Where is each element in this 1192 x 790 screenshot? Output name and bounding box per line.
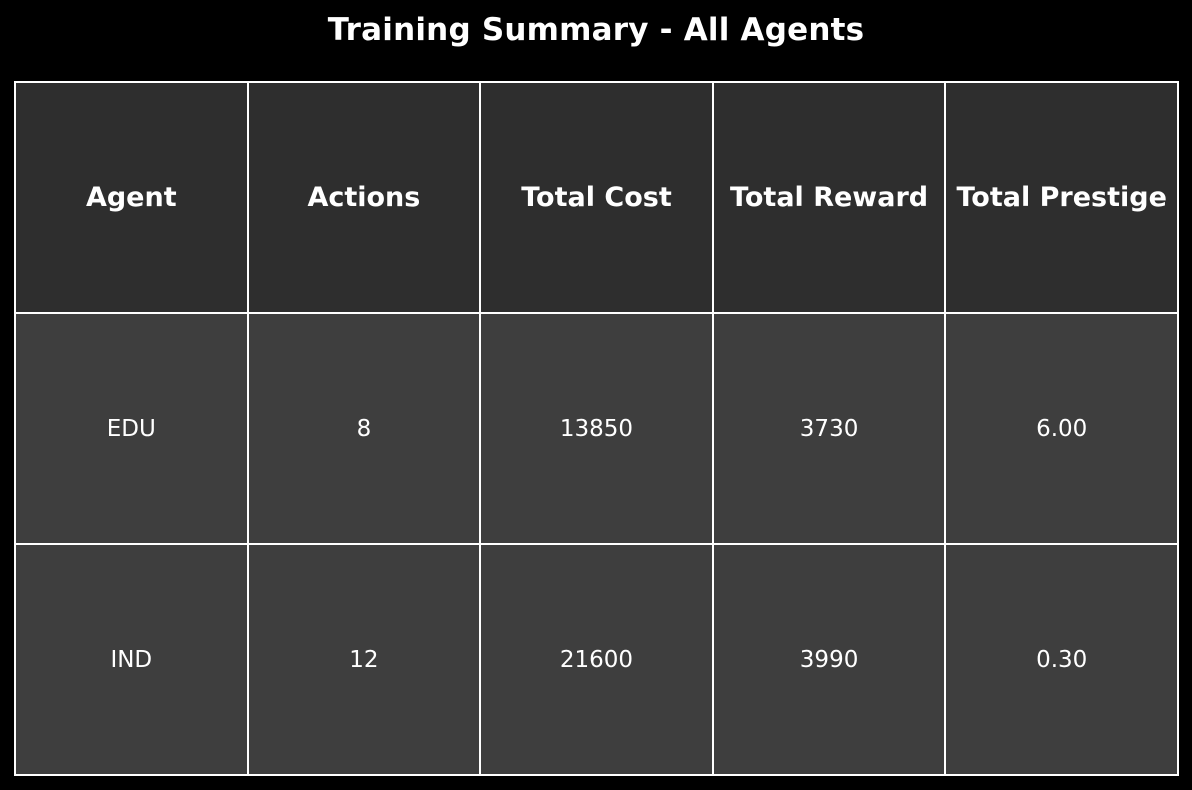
cell-total-reward: 3990	[711, 543, 947, 776]
header-actions: Actions	[246, 81, 482, 314]
cell-agent: EDU	[14, 312, 249, 545]
cell-total-reward: 3730	[711, 312, 947, 545]
chart-title: Training Summary - All Agents	[327, 12, 865, 48]
cell-actions: 8	[246, 312, 482, 545]
cell-total-cost: 21600	[479, 543, 714, 776]
header-agent: Agent	[14, 81, 249, 314]
summary-table-container: Agent Actions Total Cost Total Reward To…	[14, 81, 1179, 776]
cell-total-prestige: 6.00	[944, 312, 1179, 545]
cell-total-cost: 13850	[479, 312, 714, 545]
header-row: Agent Actions Total Cost Total Reward To…	[14, 81, 1179, 314]
cell-agent: IND	[14, 543, 249, 776]
header-total-prestige: Total Prestige	[944, 81, 1179, 314]
header-total-reward: Total Reward	[711, 81, 947, 314]
table-row: EDU 8 13850 3730 6.00	[14, 312, 1179, 545]
table-row: IND 12 21600 3990 0.30	[14, 543, 1179, 776]
cell-total-prestige: 0.30	[944, 543, 1179, 776]
summary-table: Agent Actions Total Cost Total Reward To…	[14, 81, 1179, 776]
cell-actions: 12	[246, 543, 482, 776]
header-total-cost: Total Cost	[479, 81, 714, 314]
